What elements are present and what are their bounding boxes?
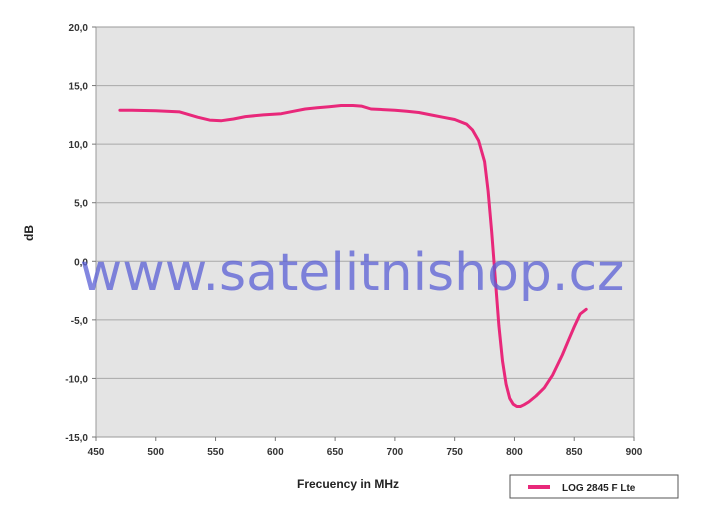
x-tick-label: 750 <box>446 447 463 458</box>
x-tick-label: 650 <box>327 447 344 458</box>
x-tick-label: 800 <box>506 447 523 458</box>
x-axis-title: Frecuency in MHz <box>297 477 399 491</box>
x-tick-label: 450 <box>88 447 105 458</box>
x-tick-label: 600 <box>267 447 284 458</box>
x-tick-label: 900 <box>626 447 643 458</box>
x-tick-label: 500 <box>147 447 164 458</box>
legend-box <box>509 474 679 499</box>
y-tick-label: 15,0 <box>69 82 89 93</box>
series-line-0 <box>118 104 588 408</box>
watermark-text: www.satelitnishop.cz <box>80 243 625 303</box>
y-tick-label: 5,0 <box>74 199 88 210</box>
legend: LOG 2845 F Lte <box>509 474 679 499</box>
y-tick-label: -15,0 <box>65 433 88 444</box>
y-tick-label: 20,0 <box>69 23 89 34</box>
x-tick-label: 550 <box>207 447 224 458</box>
x-tick-label: 700 <box>387 447 404 458</box>
plot-area <box>95 26 635 438</box>
y-tick-label: 0,0 <box>74 257 88 268</box>
y-axis-title: dB <box>22 225 36 241</box>
y-tick-label: -5,0 <box>71 316 89 327</box>
y-tick-label: -10,0 <box>65 374 88 385</box>
y-tick-label: 10,0 <box>69 140 89 151</box>
x-tick-label: 850 <box>566 447 583 458</box>
legend-label: LOG 2845 F Lte <box>562 483 636 494</box>
